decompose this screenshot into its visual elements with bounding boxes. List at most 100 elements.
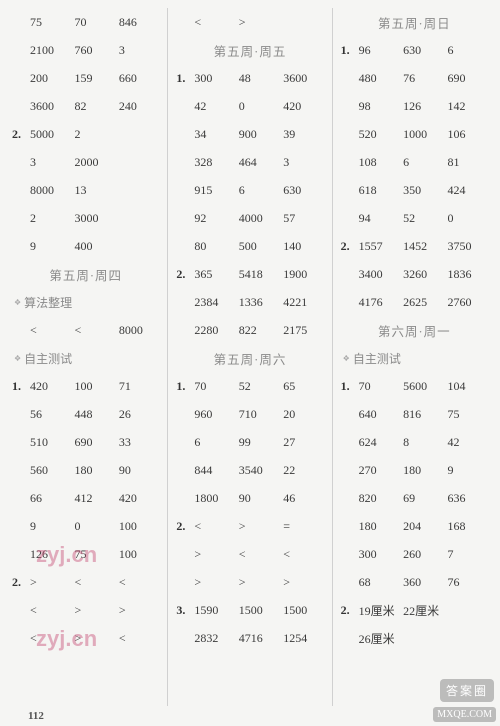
data-row: 32000 [10,148,161,176]
cell: 70 [72,15,116,30]
col2-rows-b: 1.30048360042042034900393284643915663092… [174,64,325,344]
col1-rows-c: 1.42010071564482651069033560180906641242… [10,372,161,652]
page-container: 7570846210076032001596603600822402.50002… [0,0,500,726]
cell: 400 [72,239,116,254]
data-row: 2701809 [339,456,490,484]
data-row: 1.42010071 [10,372,161,400]
cell: 420 [28,379,72,394]
col1-rows-b: <<8000 [10,316,161,344]
data-row: 800013 [10,176,161,204]
cell: > [72,631,116,646]
cell: 2000 [72,155,116,170]
cell: 424 [446,183,490,198]
data-row: 283247161254 [174,624,325,652]
cell: 39 [281,127,325,142]
cell: 6 [192,435,236,450]
data-row: 96071020 [174,400,325,428]
col3-rows-b: 1.70560010464081675624842270180982069636… [339,372,490,596]
section-title-w6-mon: 第六周·周一 [339,316,490,344]
cell: 2175 [281,323,325,338]
data-row: ><< [174,540,325,568]
cell: 3750 [446,239,490,254]
data-row: 94520 [339,204,490,232]
cell: 5418 [237,267,281,282]
cell: 46 [281,491,325,506]
data-row: 66412420 [10,484,161,512]
cell: > [192,547,236,562]
cell: > [28,575,72,590]
row-prefix: 1. [174,71,192,86]
cell: 80 [192,239,236,254]
cell: 350 [401,183,445,198]
cell: 3400 [357,267,401,282]
cell: 960 [192,407,236,422]
cell: 420 [117,491,161,506]
data-row: <<8000 [10,316,161,344]
data-row: 238413364221 [174,288,325,316]
cell: 42 [446,435,490,450]
data-row: 21007603 [10,36,161,64]
cell: < [192,15,236,30]
cell: 20 [281,407,325,422]
col1-rows-a: 7570846210076032001596603600822402.50002… [10,8,161,260]
cell: 204 [401,519,445,534]
cell: 159 [72,71,116,86]
cell: 76 [446,575,490,590]
row-prefix: 1. [339,43,357,58]
cell: = [281,519,325,534]
data-row: 108681 [339,148,490,176]
cell: 510 [28,435,72,450]
cell: 300 [192,71,236,86]
data-row: 417626252760 [339,288,490,316]
cell: 1000 [401,127,445,142]
cell: 5000 [28,127,72,142]
data-row: 340032601836 [339,260,490,288]
cell: 126 [401,99,445,114]
cell: 464 [237,155,281,170]
cell: 1500 [281,603,325,618]
data-row: 12675100 [10,540,161,568]
cell: 630 [281,183,325,198]
column-1: 7570846210076032001596603600822402.50002… [4,8,168,706]
cell: 3000 [72,211,116,226]
data-row: 420420 [174,92,325,120]
cell: < [237,547,281,562]
cell: > [237,15,281,30]
cell: 22 [281,463,325,478]
cell: < [281,547,325,562]
cell: 126 [28,547,72,562]
cell: 2760 [446,295,490,310]
cell: 75 [446,407,490,422]
data-row: 2.155714523750 [339,232,490,260]
cell: 4000 [237,211,281,226]
cell: 846 [117,15,161,30]
cell: 48 [237,71,281,86]
data-row: 64081675 [339,400,490,428]
data-row: 624842 [339,428,490,456]
cell: 26厘米 [357,630,401,647]
data-row: 200159660 [10,64,161,92]
col3-rows-c: 2.19厘米22厘米26厘米 [339,596,490,652]
cell: 5600 [401,379,445,394]
cell: 180 [72,463,116,478]
cell: 108 [357,155,401,170]
data-row: 2.36554181900 [174,260,325,288]
cell: > [237,519,281,534]
cell: 3 [28,155,72,170]
cell: 1336 [237,295,281,310]
data-row: <>< [10,624,161,652]
cell: 99 [237,435,281,450]
cell: 70 [357,379,401,394]
row-prefix: 1. [339,379,357,394]
data-row: 51069033 [10,428,161,456]
cell: < [117,575,161,590]
cell: 180 [357,519,401,534]
data-row: 3284643 [174,148,325,176]
data-row: 3.159015001500 [174,596,325,624]
row-prefix: 2. [10,575,28,590]
cell: 820 [357,491,401,506]
cell: 760 [72,43,116,58]
cell: > [192,575,236,590]
data-row: 6836076 [339,568,490,596]
cell: 100 [117,519,161,534]
